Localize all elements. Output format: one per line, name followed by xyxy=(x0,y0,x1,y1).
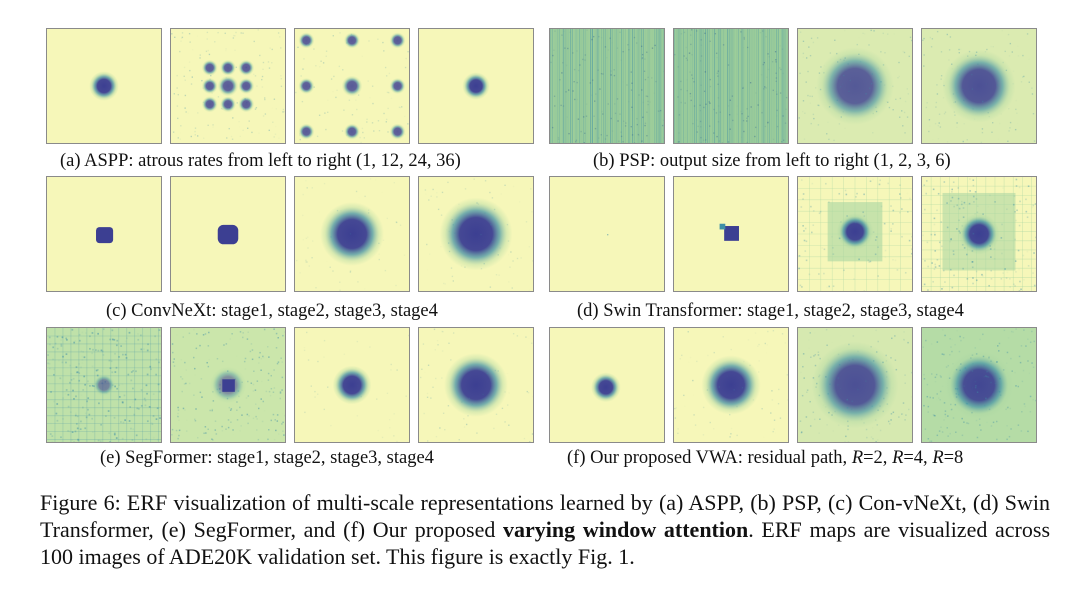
erf-map-segformer-stage1 xyxy=(46,327,162,443)
subcaption-c: (c) ConvNeXt: stage1, stage2, stage3, st… xyxy=(106,301,438,321)
erf-map-swin-stage1 xyxy=(549,176,665,292)
subcaption-f-value: =2, xyxy=(863,448,893,468)
subcaption-e: (e) SegFormer: stage1, stage2, stage3, s… xyxy=(100,448,434,468)
subcaption-f-prefix: (f) Our proposed VWA: residual path, xyxy=(567,448,852,468)
erf-map-swin-stage2 xyxy=(673,176,789,292)
erf-map-segformer-stage3 xyxy=(294,327,410,443)
erf-map-convnext-stage1 xyxy=(46,176,162,292)
subcaption-b: (b) PSP: output size from left to right … xyxy=(593,151,951,171)
subcaption-f-r-symbol: R xyxy=(892,448,904,468)
panel-e: (e) SegFormer: stage1, stage2, stage3, s… xyxy=(46,327,534,468)
erf-map-aspp-rate-12 xyxy=(170,28,286,144)
figure-caption-tail: . ERF maps are visualized across 100 ima… xyxy=(40,517,1051,569)
erf-map-vwa-r2 xyxy=(673,327,789,443)
figure-caption: Figure 6: ERF visualization of multi-sca… xyxy=(40,489,1050,570)
subcaption-d: (d) Swin Transformer: stage1, stage2, st… xyxy=(577,301,964,321)
panel-f: (f) Our proposed VWA: residual path, R=2… xyxy=(549,327,1037,468)
erf-map-segformer-stage4 xyxy=(418,327,534,443)
subcaption-a: (a) ASPP: atrous rates from left to righ… xyxy=(60,151,461,171)
erf-map-convnext-stage3 xyxy=(294,176,410,292)
erf-map-psp-size-2 xyxy=(673,28,789,144)
panel-c: (c) ConvNeXt: stage1, stage2, stage3, st… xyxy=(46,176,534,321)
subcaption-f-r-symbol: R xyxy=(932,448,944,468)
subcaption-f-value: =8 xyxy=(943,448,964,468)
subcaption-f-r-symbol: R xyxy=(851,448,864,468)
erf-map-aspp-rate-36 xyxy=(418,28,534,144)
erf-map-psp-size-3 xyxy=(797,28,913,144)
erf-map-segformer-stage2 xyxy=(170,327,286,443)
panel-a: (a) ASPP: atrous rates from left to righ… xyxy=(46,28,534,171)
subcaption-f-value: =4, xyxy=(903,448,933,468)
erf-map-convnext-stage4 xyxy=(418,176,534,292)
figure-caption-emphasis: varying window attention xyxy=(503,517,749,542)
panel-d: (d) Swin Transformer: stage1, stage2, st… xyxy=(549,176,1037,321)
subcaption-f: (f) Our proposed VWA: residual path, R=2… xyxy=(567,447,963,469)
erf-map-convnext-stage2 xyxy=(170,176,286,292)
figure-caption-lead: Figure 6: ERF visualization of multi-sca… xyxy=(40,490,1050,542)
erf-map-aspp-rate-24 xyxy=(294,28,410,144)
erf-map-vwa-residual xyxy=(549,327,665,443)
erf-map-aspp-rate-1 xyxy=(46,28,162,144)
erf-map-vwa-r8 xyxy=(921,327,1037,443)
erf-map-swin-stage4 xyxy=(921,176,1037,292)
panel-b: (b) PSP: output size from left to right … xyxy=(549,28,1037,171)
erf-map-psp-size-6 xyxy=(921,28,1037,144)
erf-map-psp-size-1 xyxy=(549,28,665,144)
erf-map-swin-stage3 xyxy=(797,176,913,292)
erf-map-vwa-r4 xyxy=(797,327,913,443)
